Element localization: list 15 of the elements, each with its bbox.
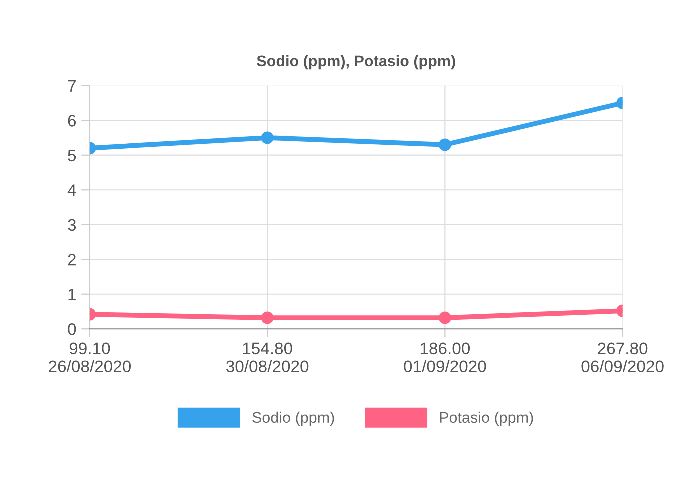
legend-label: Potasio (ppm) <box>440 412 534 426</box>
x-tick-label: 267.80 06/09/2020 <box>582 342 664 373</box>
y-tick-label: 1 <box>68 288 76 300</box>
y-tick-label: 4 <box>68 184 76 196</box>
y-tick-label: 3 <box>68 219 76 232</box>
x-tick-label: 99.10 26/08/2020 <box>49 342 132 373</box>
x-tick-label: 186.00 01/09/2020 <box>404 342 486 373</box>
chart-title: Sodio (ppm), Potasio (ppm) <box>257 55 456 70</box>
y-tick-label: 6 <box>68 115 76 127</box>
x-tick-label: 154.80 30/08/2020 <box>226 342 309 373</box>
y-tick-label: 7 <box>68 80 76 92</box>
legend-label: Sodio (ppm) <box>252 412 334 426</box>
y-tick-label: 0 <box>68 324 76 336</box>
y-tick-label: 5 <box>68 150 76 162</box>
y-tick-label: 2 <box>68 254 76 266</box>
